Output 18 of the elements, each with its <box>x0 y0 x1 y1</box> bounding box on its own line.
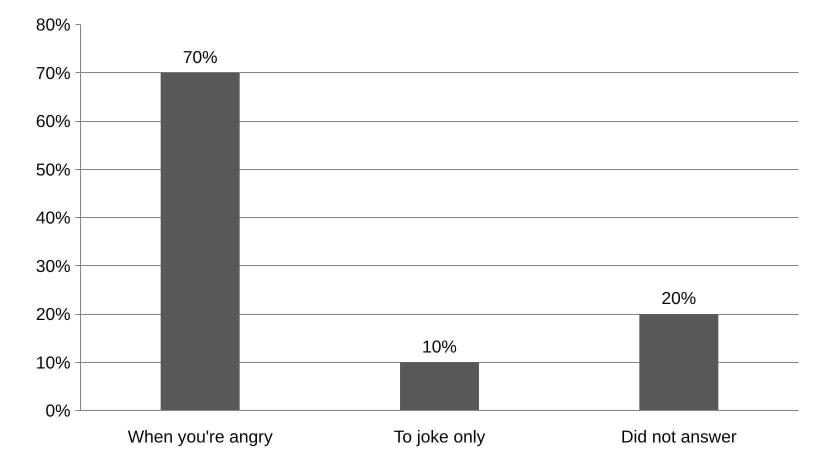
y-tick-label: 30% <box>36 256 71 276</box>
data-label: 10% <box>422 336 457 356</box>
x-tick-label: Did not answer <box>621 426 737 446</box>
y-tick-label: 0% <box>45 400 70 420</box>
y-tick-label: 50% <box>36 159 71 180</box>
y-tick-label: 40% <box>36 208 71 228</box>
bar <box>400 362 479 410</box>
bar <box>639 314 718 410</box>
y-tick-label: 70% <box>36 62 71 83</box>
y-tick-label: 10% <box>36 352 71 372</box>
y-tick-label: 20% <box>36 304 71 324</box>
bar <box>160 72 240 410</box>
data-label: 20% <box>661 288 696 308</box>
y-tick-label: 60% <box>36 111 71 131</box>
data-label: 70% <box>182 46 218 67</box>
x-tick-label: When you're angry <box>128 426 273 446</box>
x-tick-label: To joke only <box>394 426 486 446</box>
y-tick-label: 80% <box>36 14 71 34</box>
